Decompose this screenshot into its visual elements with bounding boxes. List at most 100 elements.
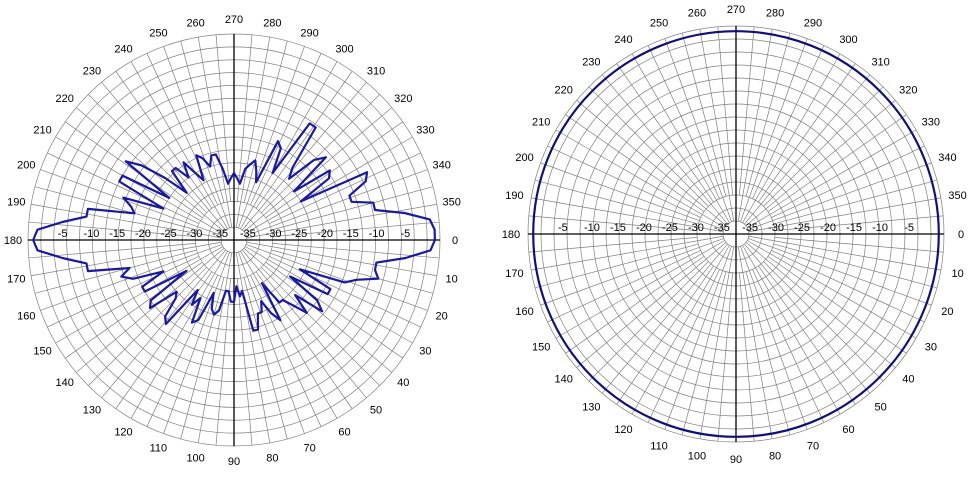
grid-spoke [534, 179, 699, 225]
grid-spoke [745, 100, 896, 226]
angle-tick-label: 230 [83, 66, 101, 78]
angle-tick-label: 110 [650, 440, 668, 452]
angle-tick-label: 100 [688, 451, 706, 463]
angle-tick-label: 60 [842, 424, 854, 436]
grid-spoke [528, 237, 698, 253]
grid-spoke [243, 248, 393, 373]
grid-spoke [115, 71, 213, 209]
angle-tick-label: 0 [958, 229, 964, 241]
grid-spoke [242, 249, 367, 399]
grid-spoke [773, 243, 938, 289]
grid-spoke [197, 252, 233, 443]
angle-tick-label: 180 [4, 235, 22, 247]
grid-spoke [271, 186, 434, 231]
radial-tick-label: -25 [291, 228, 307, 240]
grid-spoke [748, 235, 941, 271]
polar-plot-right: 0 10 20 30 40 50 60 70 80 90 100 110 120 130 140 150 160… [502, 4, 967, 466]
radial-tick-label: -35 [742, 222, 758, 234]
grid-spoke [238, 46, 305, 229]
grid-spoke [528, 215, 698, 231]
radial-tick-label: -25 [662, 222, 678, 234]
grid-spoke [88, 267, 207, 386]
grid-spoke [540, 162, 724, 230]
angle-tick-label: 320 [394, 93, 412, 105]
grid-spoke [101, 249, 226, 399]
grid-spoke [555, 240, 725, 339]
grid-spoke [268, 256, 421, 328]
angle-tick-label: 10 [446, 273, 458, 285]
radial-tick-label: -25 [161, 228, 177, 240]
grid-spoke [745, 271, 791, 436]
angle-tick-label: 90 [730, 454, 742, 466]
grid-spoke [244, 136, 413, 234]
angle-tick-label: 190 [505, 190, 523, 202]
grid-spoke [616, 265, 714, 405]
radial-tick-label: -15 [343, 228, 359, 240]
grid-spoke [742, 245, 841, 415]
grid-spoke [242, 81, 367, 231]
angle-tick-label: 170 [7, 273, 25, 285]
angle-tick-label: 350 [442, 197, 460, 209]
angle-tick-label: 70 [807, 440, 819, 452]
grid-spoke [240, 61, 338, 230]
grid-spoke [237, 278, 253, 446]
grid-spoke [197, 37, 233, 228]
angle-tick-label: 190 [7, 197, 25, 209]
angle-tick-label: 20 [941, 306, 953, 318]
grid-spoke [243, 107, 393, 232]
grid-spoke [748, 238, 932, 306]
grid-spoke [215, 278, 231, 446]
angle-tick-label: 30 [925, 342, 937, 354]
grid-spoke [565, 256, 705, 354]
radial-tick-label: -5 [58, 228, 68, 240]
grid-spoke [699, 246, 735, 439]
grid-spoke [576, 242, 727, 368]
radial-tick-label: -5 [400, 228, 410, 240]
angle-tick-label: 240 [114, 44, 132, 56]
angle-tick-label: 330 [922, 117, 940, 129]
angle-tick-label: 0 [452, 235, 458, 247]
grid-spoke [565, 114, 705, 212]
grid-spoke [237, 34, 253, 202]
angle-tick-label: 250 [650, 18, 668, 30]
angle-tick-label: 90 [228, 456, 240, 468]
grid-spoke [245, 169, 428, 236]
grid-spoke [265, 261, 403, 359]
grid-spoke [767, 256, 907, 354]
polar-plot-left: 0 10 20 30 40 50 60 70 80 90 100 110 120 130 140 150 160… [4, 14, 461, 468]
polar-grid [527, 25, 945, 443]
radial-tick-label: -15 [109, 228, 125, 240]
angle-tick-label: 350 [948, 190, 966, 202]
angle-tick-label: 110 [150, 443, 168, 455]
grid-spoke [717, 272, 733, 442]
radial-tick-label: -25 [794, 222, 810, 234]
radial-tick-label: -5 [904, 222, 914, 234]
grid-spoke [146, 53, 218, 206]
radial-tick-label: -10 [872, 222, 888, 234]
grid-spoke [737, 29, 773, 222]
grid-spoke [243, 40, 288, 203]
angle-tick-label: 80 [769, 451, 781, 463]
grid-spoke [163, 251, 230, 434]
angle-tick-label: 40 [902, 374, 914, 386]
grid-spoke [771, 250, 925, 323]
grid-spoke [101, 81, 226, 231]
grid-spoke [261, 267, 380, 386]
radial-tick-label: -30 [266, 228, 282, 240]
grid-spoke [65, 121, 203, 219]
grid-spoke [747, 240, 917, 339]
grid-spoke [130, 61, 228, 230]
angle-tick-label: 120 [114, 426, 132, 438]
grid-spoke [699, 29, 735, 222]
grid-spoke [763, 86, 884, 207]
grid-spoke [588, 86, 709, 207]
grid-spoke [180, 40, 225, 203]
grid-spoke [47, 256, 200, 328]
grid-spoke [243, 277, 288, 440]
grid-spoke [40, 169, 223, 236]
grid-spoke [576, 100, 727, 226]
angle-tick-label: 100 [186, 453, 204, 465]
grid-spoke [647, 45, 720, 199]
grid-spoke [255, 71, 353, 209]
angle-tick-label: 310 [367, 66, 385, 78]
